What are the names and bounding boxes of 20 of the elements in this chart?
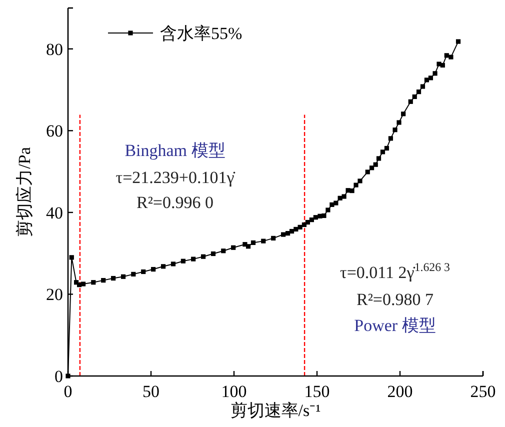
annotation: τ=21.239+0.101γ̇ [116,168,236,187]
annotation: Bingham 模型 [124,141,226,160]
x-tick-label: 200 [387,382,413,401]
annotation: R²=0.980 7 [356,290,434,309]
x-tick-label: 250 [470,382,496,401]
x-axis-title: 剪切速率/s⁻¹ [230,401,321,420]
y-tick-label: 40 [46,203,63,222]
x-tick-label: 100 [221,382,247,401]
annotation: R²=0.996 0 [136,193,214,212]
y-tick-label: 20 [46,285,63,304]
y-tick-label: 80 [46,40,63,59]
annotation: τ=0.011 2γ̇$^{1.626 3}$ [340,260,450,282]
annotation: Power 模型 [354,316,436,335]
x-tick-label: 150 [304,382,330,401]
y-tick-label: 60 [46,122,63,141]
x-tick-label: 50 [142,382,160,401]
y-axis-title: 剪切应力/Pa [15,146,34,237]
legend: 含水率55% [108,24,242,43]
legend-label: 含水率55% [160,24,242,43]
y-tick-label: 0 [54,367,63,386]
